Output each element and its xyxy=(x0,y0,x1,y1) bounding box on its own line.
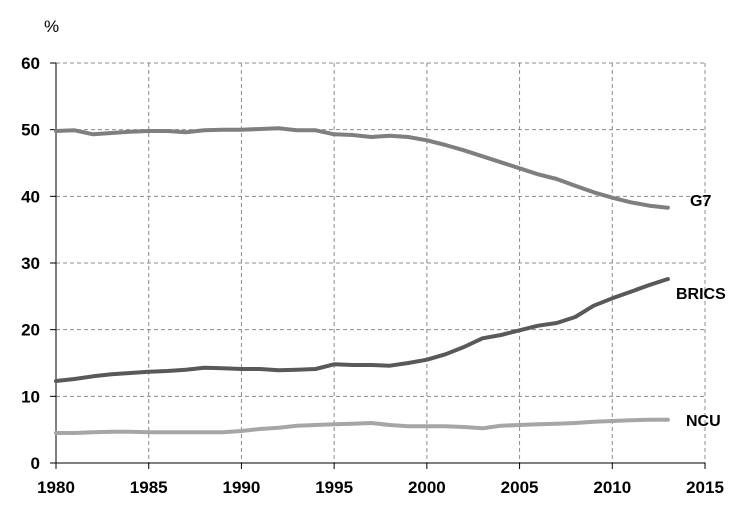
series-line-ncu xyxy=(54,417,670,435)
gridlines xyxy=(56,62,706,463)
x-tick-label: 1995 xyxy=(315,478,353,497)
series-line-g7 xyxy=(54,126,670,210)
y-tick-label: 60 xyxy=(21,54,40,73)
x-tick-label: 1990 xyxy=(223,478,261,497)
x-tick-label: 2000 xyxy=(408,478,446,497)
y-unit-label: % xyxy=(44,17,59,36)
y-tick-label: 10 xyxy=(21,387,40,406)
series-label-g7: G7 xyxy=(690,193,711,210)
y-tick-label: 20 xyxy=(21,321,40,340)
x-tick-label: 1980 xyxy=(37,478,75,497)
axes xyxy=(50,62,706,469)
series-line-brics xyxy=(54,277,670,383)
x-tick-label: 2010 xyxy=(593,478,631,497)
x-tick-label: 1985 xyxy=(130,478,168,497)
x-tick-label: 2005 xyxy=(501,478,539,497)
labels: % 0 10 20 30 40 50 60 1980 1985 1990 1995 2000 2005 2… xyxy=(21,17,726,497)
y-tick-label: 0 xyxy=(31,454,40,473)
y-tick-label: 40 xyxy=(21,187,40,206)
series-lines xyxy=(54,126,670,435)
x-tick-label: 2015 xyxy=(686,478,724,497)
y-tick-label: 30 xyxy=(21,254,40,273)
series-label-brics: BRICS xyxy=(676,286,726,303)
series-label-ncu: NCU xyxy=(686,413,721,430)
y-tick-label: 50 xyxy=(21,121,40,140)
